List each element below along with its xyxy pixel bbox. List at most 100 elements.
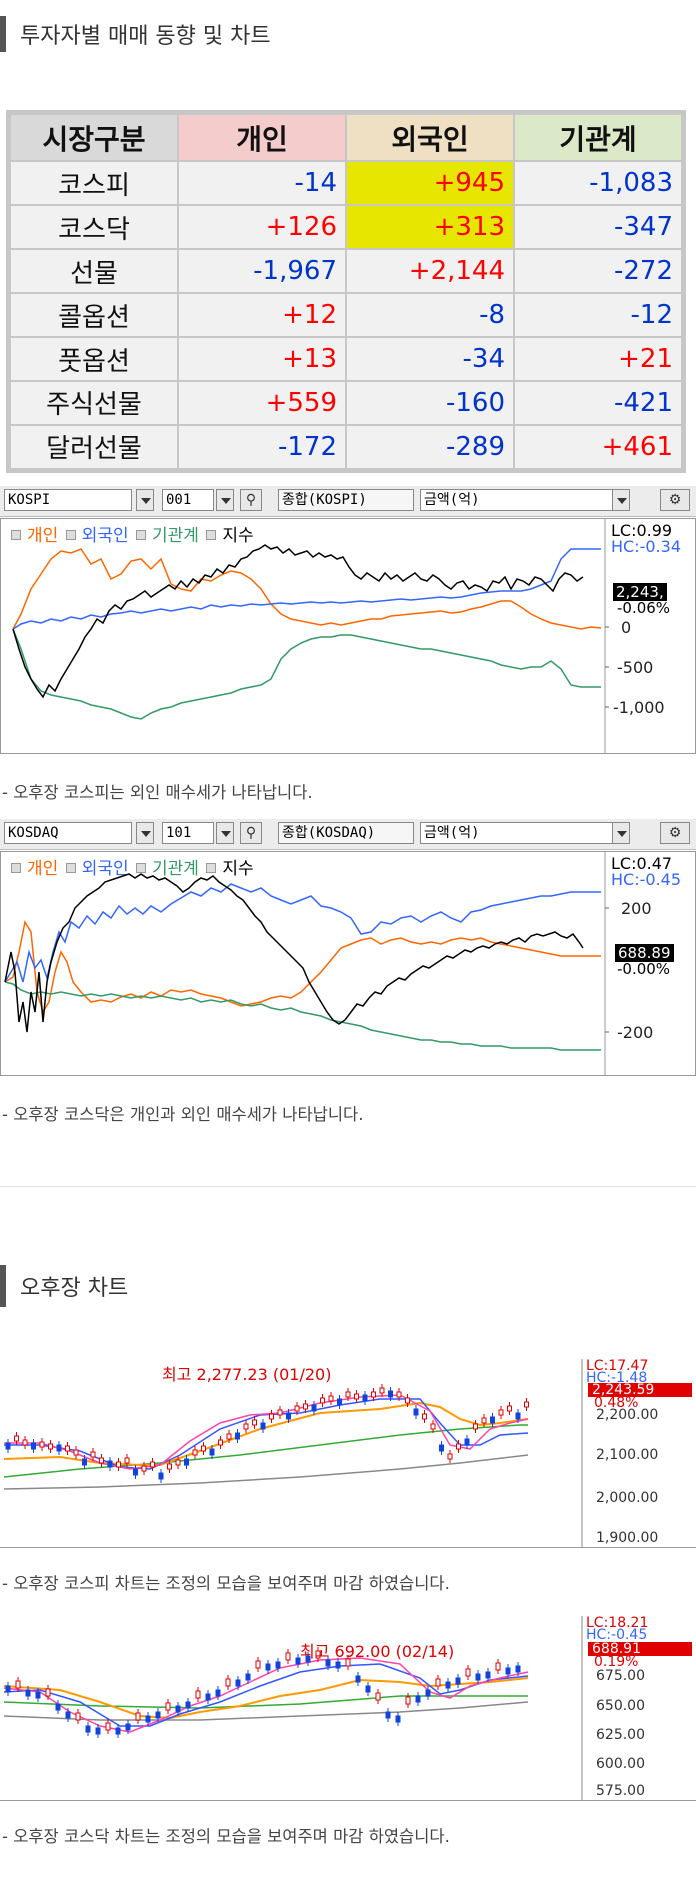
candle	[277, 1406, 283, 1419]
header-institution: 기관계	[513, 112, 683, 163]
market-dropdown-button[interactable]	[136, 489, 154, 511]
candle	[524, 1398, 529, 1411]
foreign-line	[12, 548, 601, 630]
candle	[505, 1664, 511, 1678]
market-code-field[interactable]: KOSDAQ	[4, 822, 132, 844]
candle	[481, 1414, 487, 1427]
y-tick: 625.00	[596, 1727, 645, 1743]
legend-marker	[206, 530, 217, 540]
candle	[335, 1658, 341, 1672]
candle	[375, 1689, 381, 1704]
candle	[133, 1465, 138, 1479]
legend-marker	[136, 530, 147, 540]
item-dropdown-button[interactable]	[216, 489, 234, 511]
candle	[15, 1677, 21, 1692]
search-icon[interactable]: ⚲	[240, 489, 262, 511]
kospi-candles	[5, 1384, 529, 1483]
candle	[435, 1675, 441, 1690]
y-tick: 200	[621, 899, 652, 918]
lc-label: LC:0.47	[611, 854, 673, 873]
cell-institution: -421	[513, 380, 683, 426]
current-price-badge: 688.91	[588, 1642, 692, 1656]
high-annotation: 최고 2,277.23 (01/20)	[162, 1365, 332, 1384]
row-label: 풋옵션	[9, 336, 179, 383]
header-foreign: 외국인	[345, 112, 515, 163]
candle	[73, 1446, 79, 1459]
table-row: 코스닥 +126 +313 -347	[9, 204, 683, 251]
candle	[475, 1670, 481, 1684]
table-row: 주식선물 +559 -160 -421	[9, 380, 683, 426]
legend-individual: 개인	[27, 526, 59, 546]
gear-icon[interactable]: ⚙	[660, 822, 690, 844]
lc-label: LC:0.99	[611, 521, 673, 540]
table-row: 달러선물 -172 -289 +461	[9, 423, 683, 471]
y-tick: 575.00	[596, 1783, 645, 1799]
candle	[124, 1454, 130, 1467]
unit-select[interactable]: 금액(억)	[420, 489, 616, 511]
candle	[275, 1658, 281, 1672]
cell-individual: +12	[177, 292, 347, 339]
cell-foreign: +945	[345, 160, 515, 207]
candle	[150, 1458, 155, 1471]
current-index-badge: 688.89	[615, 944, 674, 962]
candle	[209, 1445, 215, 1459]
cell-individual: +126	[177, 204, 347, 251]
change-label: -0.06%	[617, 599, 671, 617]
candle	[65, 1442, 70, 1455]
market-dropdown-button[interactable]	[136, 822, 154, 844]
legend-marker	[11, 863, 21, 873]
legend-index: 지수	[222, 859, 254, 879]
gear-icon[interactable]: ⚙	[660, 489, 690, 511]
legend-foreign: 외국인	[81, 526, 129, 546]
candle	[405, 1394, 410, 1407]
candle	[135, 1709, 141, 1724]
candle	[430, 1420, 436, 1433]
candle	[345, 1388, 351, 1401]
item-dropdown-button[interactable]	[216, 822, 234, 844]
search-icon[interactable]: ⚲	[240, 822, 262, 844]
candle	[425, 1686, 431, 1700]
investor-trade-table: 시장구분 개인 외국인 기관계 코스피 -14 +945 -1,083 코스닥 …	[6, 110, 686, 473]
candle	[145, 1712, 151, 1726]
candle	[447, 1450, 453, 1463]
candle	[235, 1676, 241, 1690]
header-individual: 개인	[177, 112, 347, 163]
candle	[325, 1656, 331, 1670]
y-tick: 1,900.00	[596, 1530, 659, 1546]
unit-dropdown-button[interactable]	[612, 822, 630, 844]
candle	[303, 1400, 308, 1413]
y-tick: 2,100.00	[596, 1447, 659, 1463]
legend-marker	[136, 863, 147, 873]
candle	[362, 1391, 368, 1405]
institution-line	[12, 628, 601, 720]
cell-institution: -12	[513, 292, 683, 339]
item-code-field[interactable]: 101	[162, 822, 214, 844]
section-title-text: 투자자별 매매 동향 및 차트	[20, 24, 271, 49]
candle	[395, 1712, 401, 1726]
candle	[345, 1655, 351, 1670]
unit-select[interactable]: 금액(억)	[420, 822, 616, 844]
unit-dropdown-button[interactable]	[612, 489, 630, 511]
candle	[243, 1420, 249, 1433]
candle	[305, 1652, 311, 1666]
candle	[456, 1440, 461, 1453]
candle	[464, 1435, 470, 1449]
table-row: 풋옵션 +13 -34 +21	[9, 336, 683, 383]
candle	[35, 1688, 41, 1702]
lc-label: LC:17.47	[586, 1358, 649, 1374]
candle	[116, 1458, 121, 1471]
candle	[39, 1438, 45, 1451]
candle	[294, 1402, 300, 1415]
item-code-field[interactable]: 001	[162, 489, 214, 511]
legend-institution: 기관계	[152, 859, 199, 879]
candle	[167, 1460, 172, 1473]
candle	[31, 1439, 36, 1453]
candle	[445, 1678, 451, 1692]
chart-legend: 개인 외국인 기관계 지수	[9, 521, 254, 546]
candle	[141, 1462, 147, 1475]
y-tick: -500	[617, 658, 654, 677]
candle	[295, 1654, 301, 1668]
market-code-field[interactable]: KOSPI	[4, 489, 132, 511]
candle	[495, 1659, 501, 1674]
candle	[5, 1682, 11, 1696]
